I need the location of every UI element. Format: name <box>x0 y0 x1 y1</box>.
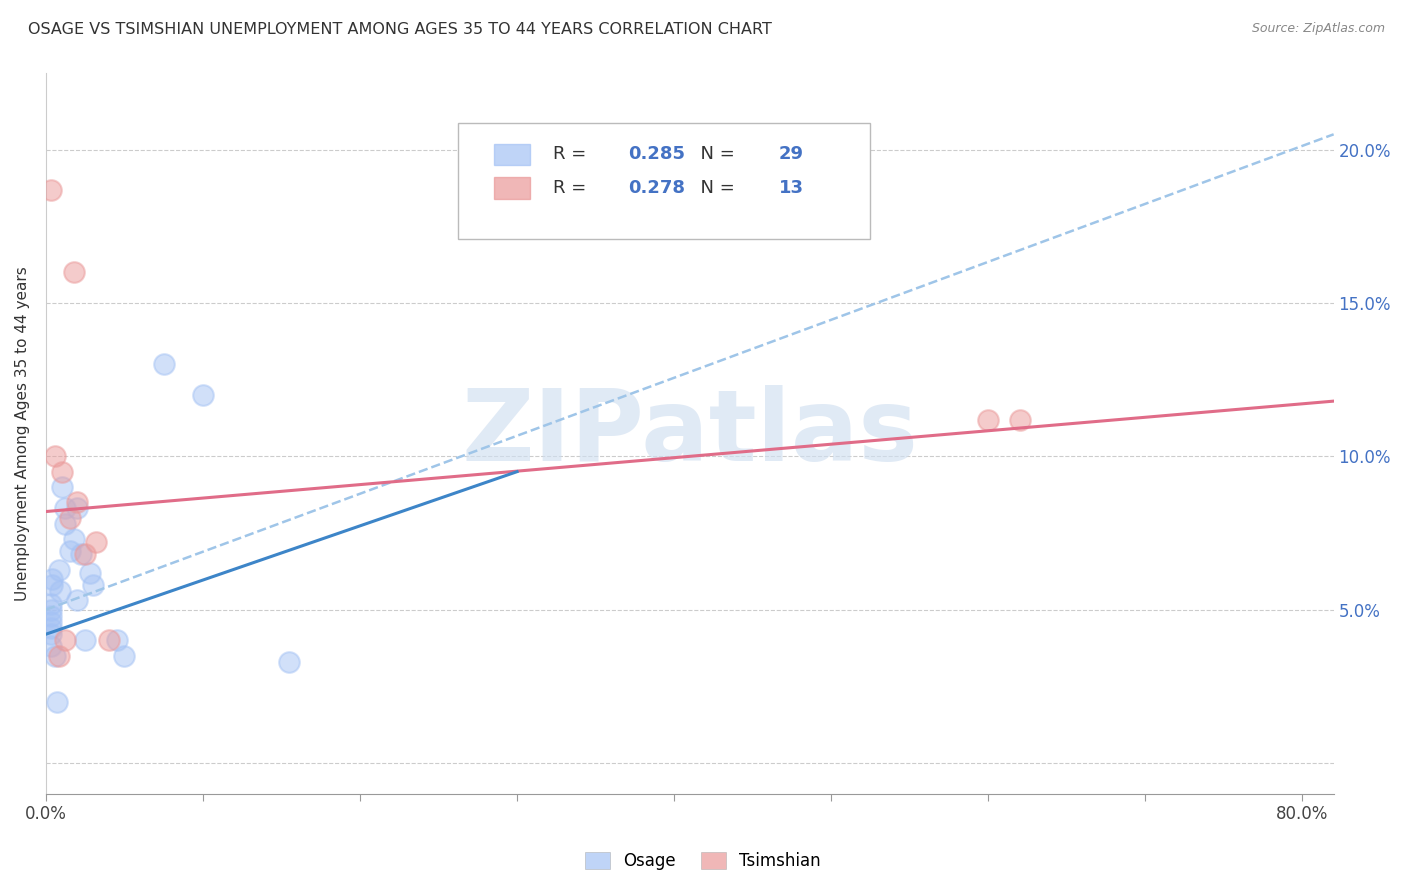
Point <box>53 516 76 531</box>
Point <box>39 602 62 616</box>
FancyBboxPatch shape <box>458 123 870 239</box>
Point <box>41 572 63 586</box>
Point <box>63 265 86 279</box>
Point <box>97 633 120 648</box>
Text: N =: N = <box>689 145 740 163</box>
Point <box>69 548 91 562</box>
Point <box>114 648 136 663</box>
Point <box>58 510 80 524</box>
Point <box>53 633 76 648</box>
Point <box>48 648 70 663</box>
Text: Source: ZipAtlas.com: Source: ZipAtlas.com <box>1251 22 1385 36</box>
FancyBboxPatch shape <box>494 144 530 165</box>
Text: R =: R = <box>554 179 592 197</box>
Point <box>46 695 69 709</box>
Text: R =: R = <box>554 145 592 163</box>
Point <box>84 535 107 549</box>
Legend: Osage, Tsimshian: Osage, Tsimshian <box>578 845 828 877</box>
Point <box>51 465 73 479</box>
Point <box>191 388 214 402</box>
Point <box>48 563 70 577</box>
Point <box>75 633 97 648</box>
Text: 0.278: 0.278 <box>628 179 685 197</box>
Point <box>75 548 97 562</box>
Point <box>66 495 89 509</box>
Point <box>79 566 101 580</box>
Point <box>39 615 62 629</box>
Point <box>39 640 62 654</box>
Point <box>39 597 62 611</box>
Text: 13: 13 <box>779 179 804 197</box>
Point <box>152 357 174 371</box>
Point <box>39 621 62 635</box>
Text: ZIPatlas: ZIPatlas <box>461 384 918 482</box>
Point <box>58 544 80 558</box>
Point <box>977 412 1000 426</box>
Point <box>278 655 301 669</box>
Y-axis label: Unemployment Among Ages 35 to 44 years: Unemployment Among Ages 35 to 44 years <box>15 266 30 600</box>
Text: 29: 29 <box>779 145 804 163</box>
Text: N =: N = <box>689 179 740 197</box>
Point <box>1008 412 1031 426</box>
Point <box>39 182 62 196</box>
Point <box>105 633 128 648</box>
Point <box>44 648 66 663</box>
Point <box>66 501 89 516</box>
Point <box>39 627 62 641</box>
FancyBboxPatch shape <box>494 178 530 199</box>
Text: 0.285: 0.285 <box>628 145 685 163</box>
Text: OSAGE VS TSIMSHIAN UNEMPLOYMENT AMONG AGES 35 TO 44 YEARS CORRELATION CHART: OSAGE VS TSIMSHIAN UNEMPLOYMENT AMONG AG… <box>28 22 772 37</box>
Point <box>82 578 104 592</box>
Point <box>44 450 66 464</box>
Point <box>41 578 63 592</box>
Point <box>49 584 72 599</box>
Point <box>53 501 76 516</box>
Point <box>66 593 89 607</box>
Point <box>63 532 86 546</box>
Point <box>39 608 62 623</box>
Point <box>51 480 73 494</box>
